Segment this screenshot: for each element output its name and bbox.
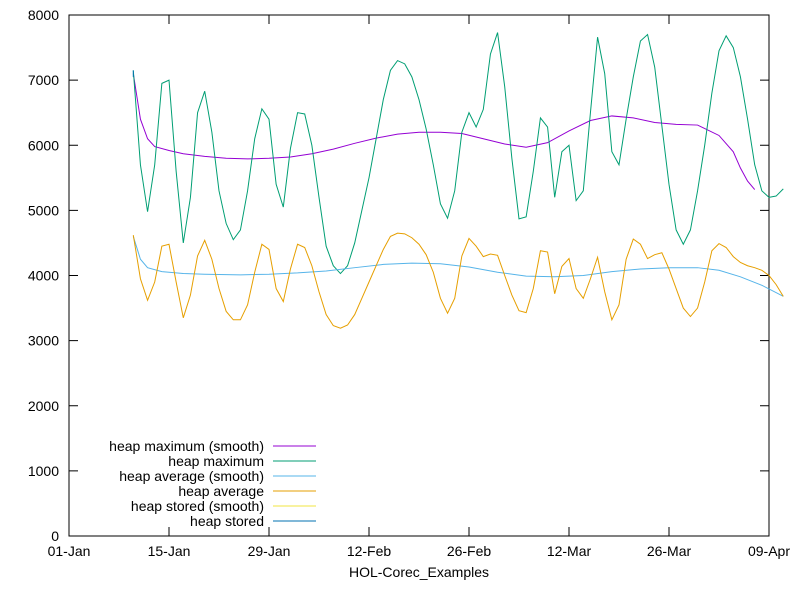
series-line-heap-average-smooth [132,236,784,297]
y-tick-label: 7000 [28,72,59,88]
x-axis: 01-Jan 15-Jan 29-Jan 12-Feb 26-Feb 12-Mar 26-M… [48,15,790,559]
y-axis: 0 1000 2000 3000 4000 5000 6000 7000 8000 [28,7,769,544]
series-line-heap-maximum [132,32,784,275]
x-tick-label: 09-Apr [748,543,790,559]
x-tick-label: 15-Jan [148,543,191,559]
series-line-heap-average [132,232,784,329]
x-tick-label: 26-Feb [447,543,492,559]
y-tick-label: 1000 [28,463,59,479]
legend-label: heap maximum (smooth) [109,438,264,454]
series-line-heap-maximum-smooth [132,73,756,190]
legend-label: heap average (smooth) [119,468,264,484]
series-layer [132,32,784,329]
legend-label: heap maximum [168,453,264,469]
x-tick-label: 12-Mar [547,543,592,559]
y-tick-label: 0 [51,528,59,544]
legend-label: heap stored [190,513,264,529]
legend-label: heap stored (smooth) [131,498,264,514]
y-tick-label: 6000 [28,137,59,153]
y-tick-label: 3000 [28,333,59,349]
y-tick-label: 2000 [28,398,59,414]
legend-label: heap average [178,483,264,499]
x-tick-label: 01-Jan [48,543,91,559]
x-axis-title: HOL-Corec_Examples [349,564,489,580]
x-tick-label: 29-Jan [248,543,291,559]
x-tick-label: 26-Mar [647,543,692,559]
y-tick-label: 8000 [28,7,59,23]
y-tick-label: 5000 [28,202,59,218]
y-tick-label: 4000 [28,268,59,284]
x-tick-label: 12-Feb [347,543,392,559]
